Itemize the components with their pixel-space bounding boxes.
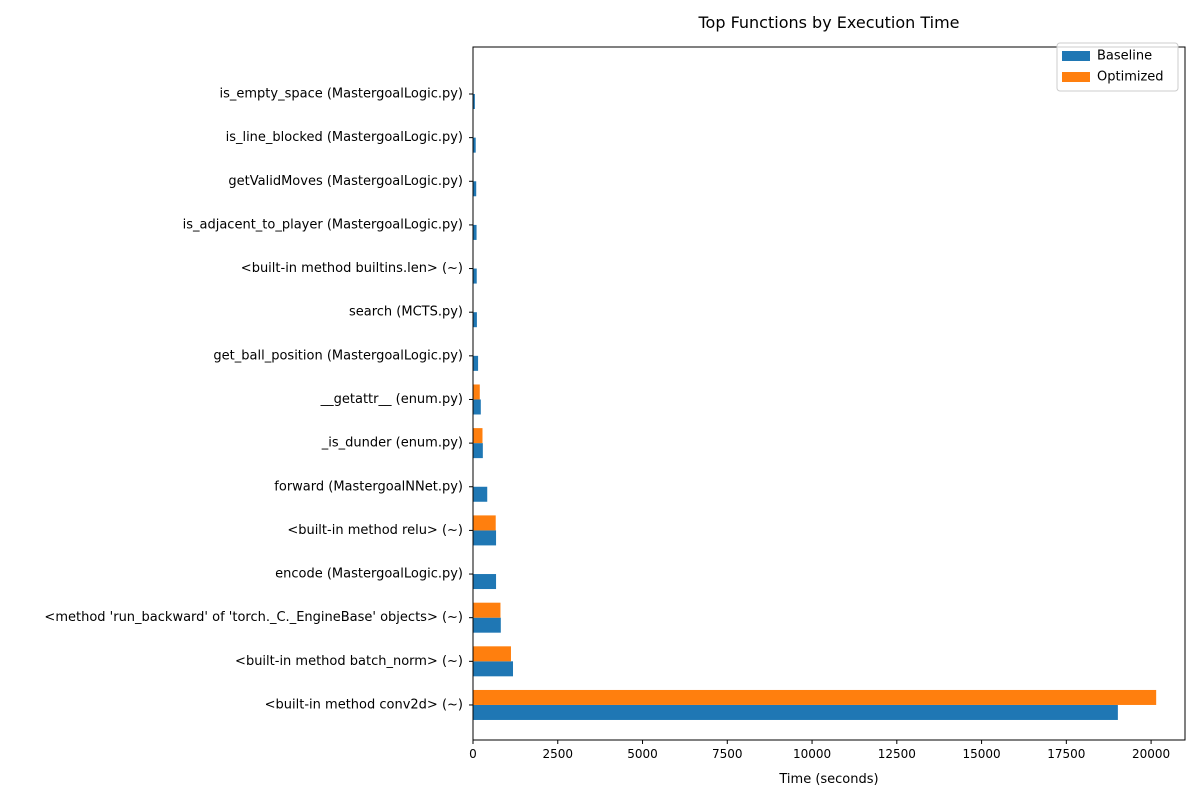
- legend-swatch: [1062, 51, 1090, 61]
- x-tick-label: 2500: [542, 747, 573, 761]
- category-label: forward (MastergoalNNet.py): [274, 479, 463, 494]
- axes-frame: [472, 46, 1186, 741]
- legend-label: Optimized: [1097, 70, 1164, 85]
- legend-swatch: [1062, 72, 1090, 82]
- chart-title: Top Functions by Execution Time: [697, 13, 959, 32]
- bar-baseline: [473, 486, 488, 502]
- x-tick-label: 17500: [1047, 747, 1085, 761]
- bar-optimized: [473, 602, 501, 618]
- bar-baseline: [473, 268, 477, 284]
- legend: Baseline Optimized: [1056, 42, 1179, 92]
- category-label: search (MCTS.py): [349, 305, 463, 320]
- bar-optimized: [473, 384, 480, 400]
- legend-label: Baseline: [1097, 49, 1152, 64]
- x-axis-title: Time (seconds): [778, 772, 878, 787]
- bar-baseline: [473, 617, 501, 633]
- category-label: __getattr__ (enum.py): [320, 392, 463, 407]
- category-labels: is_empty_space (MastergoalLogic.py) is_li…: [44, 87, 473, 712]
- x-tick-label: 5000: [627, 747, 658, 761]
- category-label: <built-in method conv2d> (~): [265, 697, 463, 712]
- category-label: encode (MastergoalLogic.py): [275, 567, 463, 582]
- bar-optimized: [473, 515, 496, 531]
- bar-baseline: [473, 443, 483, 459]
- category-label: is_adjacent_to_player (MastergoalLogic.p…: [183, 217, 463, 232]
- category-label: <method 'run_backward' of 'torch._C._Eng…: [44, 610, 463, 625]
- x-tick-label: 7500: [712, 747, 743, 761]
- category-label: <built-in method builtins.len> (~): [241, 261, 463, 276]
- category-label: is_line_blocked (MastergoalLogic.py): [226, 130, 463, 145]
- x-tick-label: 12500: [878, 747, 916, 761]
- category-label: _is_dunder (enum.py): [321, 436, 463, 451]
- category-label: <built-in method relu> (~): [287, 523, 463, 538]
- bar-baseline: [473, 181, 477, 197]
- bar-baseline: [473, 530, 497, 546]
- bar-baseline: [473, 574, 497, 590]
- x-ticks: 0 2500 5000 7500 10000 12500 15000 17500 20000: [469, 740, 1170, 761]
- x-tick-label: 15000: [962, 747, 1000, 761]
- x-tick-label: 20000: [1132, 747, 1170, 761]
- x-tick-label: 0: [469, 747, 477, 761]
- bar-baseline: [473, 704, 1118, 720]
- bar-optimized: [473, 689, 1157, 705]
- bar-baseline: [473, 94, 475, 109]
- bar-optimized: [473, 646, 511, 662]
- bar-baseline: [473, 355, 479, 371]
- bar-optimized: [473, 428, 483, 444]
- bars-group: [473, 94, 1157, 720]
- category-label: <built-in method batch_norm> (~): [235, 654, 463, 669]
- bar-baseline: [473, 312, 477, 328]
- bar-baseline: [473, 661, 514, 677]
- category-label: is_empty_space (MastergoalLogic.py): [219, 87, 463, 102]
- bar-baseline: [473, 137, 476, 153]
- bar-baseline: [473, 399, 481, 415]
- bar-baseline: [473, 224, 477, 240]
- category-label: get_ball_position (MastergoalLogic.py): [213, 348, 463, 363]
- x-tick-label: 10000: [793, 747, 831, 761]
- category-label: getValidMoves (MastergoalLogic.py): [228, 174, 463, 189]
